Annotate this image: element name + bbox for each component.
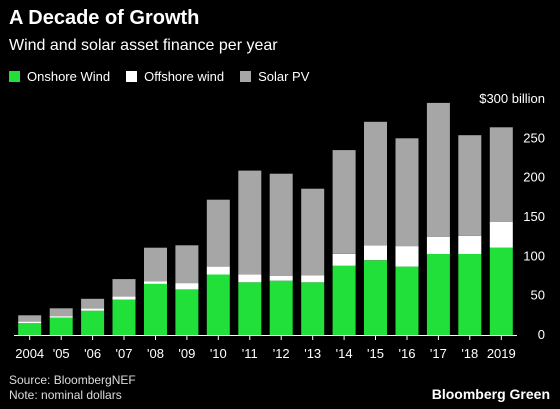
bar-solar-pv-3	[112, 279, 136, 297]
x-tick-label-6: '10	[210, 346, 227, 361]
x-tick-label-10: '14	[336, 346, 353, 361]
bar-onshore-wind-5	[175, 289, 199, 335]
y-tick-label-6: $300 billion	[479, 91, 545, 106]
bar-solar-pv-1	[49, 308, 73, 317]
x-tick-label-13: '17	[430, 346, 447, 361]
bar-offshore-wind-0	[18, 321, 42, 324]
bar-solar-pv-6	[206, 199, 230, 267]
source-note: Source: BloombergNEF	[9, 373, 136, 387]
bar-onshore-wind-7	[238, 282, 262, 335]
bar-onshore-wind-11	[364, 260, 387, 335]
legend: Onshore Wind Offshore wind Solar PV	[9, 69, 325, 84]
legend-item-onshore-wind: Onshore Wind	[9, 69, 110, 84]
bar-offshore-wind-7	[238, 274, 262, 283]
bar-onshore-wind-12	[395, 266, 419, 335]
bar-offshore-wind-12	[395, 246, 419, 267]
x-tick-label-2: '06	[84, 346, 101, 361]
legend-swatch-offshore-wind	[126, 71, 138, 82]
legend-label-solar-pv: Solar PV	[258, 69, 310, 84]
bar-offshore-wind-5	[175, 283, 199, 290]
bar-offshore-wind-9	[301, 275, 325, 283]
x-tick-label-0: 2004	[15, 346, 44, 361]
bar-onshore-wind-13	[426, 254, 450, 335]
bar-solar-pv-11	[364, 121, 387, 246]
bar-onshore-wind-10	[332, 265, 356, 335]
y-tick-label-3: 150	[523, 209, 545, 224]
legend-label-offshore-wind: Offshore wind	[144, 69, 225, 84]
legend-item-solar-pv: Solar PV	[240, 69, 309, 84]
x-tick-label-12: '16	[399, 346, 416, 361]
x-tick-label-1: '05	[53, 346, 70, 361]
bar-offshore-wind-14	[458, 235, 482, 254]
bar-onshore-wind-3	[112, 299, 136, 335]
x-tick-label-14: '18	[461, 346, 478, 361]
brand-logo-text: Bloomberg Green	[431, 386, 550, 402]
legend-item-offshore-wind: Offshore wind	[126, 69, 224, 84]
bar-offshore-wind-11	[364, 245, 387, 261]
x-tick-label-5: '09	[178, 346, 195, 361]
legend-swatch-onshore-wind	[9, 71, 20, 82]
bar-solar-pv-15	[489, 127, 513, 222]
bar-solar-pv-4	[144, 247, 167, 282]
bar-solar-pv-9	[301, 188, 325, 276]
nominal-note: Note: nominal dollars	[9, 388, 122, 402]
bar-offshore-wind-2	[81, 308, 105, 311]
bar-onshore-wind-0	[18, 323, 42, 335]
bar-onshore-wind-1	[49, 317, 73, 335]
x-tick-label-8: '12	[273, 346, 290, 361]
x-tick-label-15: 2019	[487, 346, 516, 361]
bar-solar-pv-5	[175, 245, 199, 284]
x-tick-label-3: '07	[116, 346, 133, 361]
legend-swatch-solar-pv	[240, 71, 252, 82]
x-tick-label-9: '13	[304, 346, 321, 361]
x-tick-label-4: '08	[147, 346, 164, 361]
bar-onshore-wind-6	[206, 274, 230, 335]
bar-solar-pv-10	[332, 150, 356, 254]
bar-onshore-wind-4	[144, 283, 167, 335]
bar-solar-pv-0	[18, 315, 42, 322]
y-tick-label-1: 50	[531, 288, 545, 303]
bar-offshore-wind-13	[426, 236, 450, 254]
bar-onshore-wind-2	[81, 310, 105, 335]
chart-subtitle: Wind and solar asset finance per year	[9, 37, 278, 54]
bar-offshore-wind-4	[144, 281, 167, 284]
x-tick-label-7: '11	[242, 346, 258, 361]
bar-offshore-wind-10	[332, 254, 356, 266]
x-tick-label-11: '15	[367, 346, 384, 361]
y-tick-label-2: 100	[523, 248, 545, 263]
bar-offshore-wind-6	[206, 266, 230, 275]
bar-onshore-wind-14	[458, 254, 482, 335]
bar-offshore-wind-8	[269, 276, 293, 281]
y-tick-label-5: 250	[523, 130, 545, 145]
bar-onshore-wind-8	[269, 280, 293, 335]
legend-label-onshore-wind: Onshore Wind	[27, 69, 111, 84]
y-tick-label-0: 0	[538, 327, 545, 342]
bar-solar-pv-13	[426, 102, 450, 237]
bar-solar-pv-8	[269, 173, 293, 276]
bar-onshore-wind-15	[489, 247, 513, 335]
bar-solar-pv-14	[458, 135, 482, 236]
bar-offshore-wind-3	[112, 296, 136, 300]
bar-solar-pv-7	[238, 170, 262, 275]
bar-onshore-wind-9	[301, 282, 325, 335]
bar-offshore-wind-1	[49, 316, 73, 318]
chart-title: A Decade of Growth	[9, 7, 200, 29]
y-tick-label-4: 200	[523, 170, 545, 185]
bar-solar-pv-2	[81, 298, 105, 309]
bar-solar-pv-12	[395, 138, 419, 247]
bar-offshore-wind-15	[489, 221, 513, 248]
